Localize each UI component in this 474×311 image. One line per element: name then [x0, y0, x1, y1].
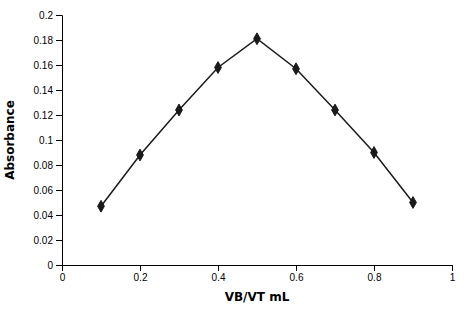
y-tick: 0.2	[39, 10, 62, 21]
x-tick-mark	[452, 265, 453, 271]
x-tick-label: 0.8	[368, 272, 382, 283]
y-axis: 0 0.02 0.04 0.06 0.08 0.1 0.12 0.14 0.16 0.18 0.2	[34, 10, 63, 271]
x-tick-mark	[374, 265, 375, 271]
x-tick: 0.6	[290, 265, 304, 283]
x-tick-label: 1	[450, 272, 456, 283]
x-tick-mark	[218, 265, 219, 271]
x-tick: 0.8	[368, 265, 382, 283]
y-axis-line	[56, 16, 63, 266]
chart-svg: 0 0.2 0.4 0.6 0.8 1 0 0.02 0.04 0.06 0.08 0.1 0.12 0.…	[0, 0, 474, 311]
x-tick-label: 0.6	[290, 272, 304, 283]
y-tick-label: 0.1	[39, 135, 53, 146]
marks	[98, 33, 417, 212]
point	[254, 33, 261, 45]
y-tick: 0.08	[34, 160, 62, 171]
y-tick-mark	[56, 115, 62, 116]
y-tick-mark	[56, 240, 62, 241]
y-tick: 0	[47, 260, 62, 271]
x-axis-line	[63, 266, 453, 272]
x-axis: 0 0.2 0.4 0.6 0.8 1	[60, 265, 456, 283]
x-tick: 0.4	[212, 265, 226, 283]
y-tick: 0.16	[34, 60, 62, 71]
y-axis-title: Absorbance	[3, 100, 17, 180]
y-tick-label: 0.04	[34, 210, 54, 221]
x-tick-mark	[140, 265, 141, 271]
point	[332, 104, 339, 116]
line	[101, 39, 413, 207]
x-tick: 0	[60, 265, 66, 283]
y-tick-mark	[56, 190, 62, 191]
y-tick: 0.04	[34, 210, 62, 221]
y-tick-label: 0.14	[34, 85, 54, 96]
y-tick: 0.14	[34, 85, 62, 96]
point	[410, 197, 417, 209]
y-tick-mark	[56, 65, 62, 66]
y-tick-mark	[56, 165, 62, 166]
y-tick-label: 0.02	[34, 235, 54, 246]
point	[137, 149, 144, 161]
y-tick-label: 0.2	[39, 10, 53, 21]
y-tick-label: 0.12	[34, 110, 54, 121]
x-tick-label: 0.4	[212, 272, 226, 283]
point	[176, 104, 183, 116]
x-tick-label: 0.2	[134, 272, 148, 283]
y-tick: 0.02	[34, 235, 62, 246]
y-tick-mark	[56, 90, 62, 91]
y-tick: 0.06	[34, 185, 62, 196]
chart-container: 0 0.2 0.4 0.6 0.8 1 0 0.02 0.04 0.06 0.08 0.1 0.12 0.…	[0, 0, 474, 311]
y-tick-mark	[56, 15, 62, 16]
point	[371, 147, 378, 159]
y-tick: 0.18	[34, 35, 62, 46]
y-tick-label: 0.18	[34, 35, 54, 46]
y-tick-label: 0.08	[34, 160, 54, 171]
x-tick-mark	[296, 265, 297, 271]
y-tick-label: 0.16	[34, 60, 54, 71]
x-tick: 0.2	[134, 265, 148, 283]
y-tick-mark	[56, 140, 62, 141]
y-tick: 0.1	[39, 135, 62, 146]
y-tick-label: 0	[47, 260, 53, 271]
point	[215, 62, 222, 74]
point	[98, 200, 105, 212]
y-tick: 0.12	[34, 110, 62, 121]
point	[293, 63, 300, 75]
y-tick-mark	[56, 215, 62, 216]
y-tick-label: 0.06	[34, 185, 54, 196]
x-tick: 1	[450, 265, 456, 283]
x-tick-label: 0	[60, 272, 66, 283]
y-tick-mark	[56, 40, 62, 41]
plot-area: 0 0.2 0.4 0.6 0.8 1 0 0.02 0.04 0.06 0.08 0.1 0.12 0.…	[3, 10, 456, 304]
y-tick-mark	[56, 265, 62, 266]
x-axis-title: VB/VT mL	[225, 290, 290, 304]
